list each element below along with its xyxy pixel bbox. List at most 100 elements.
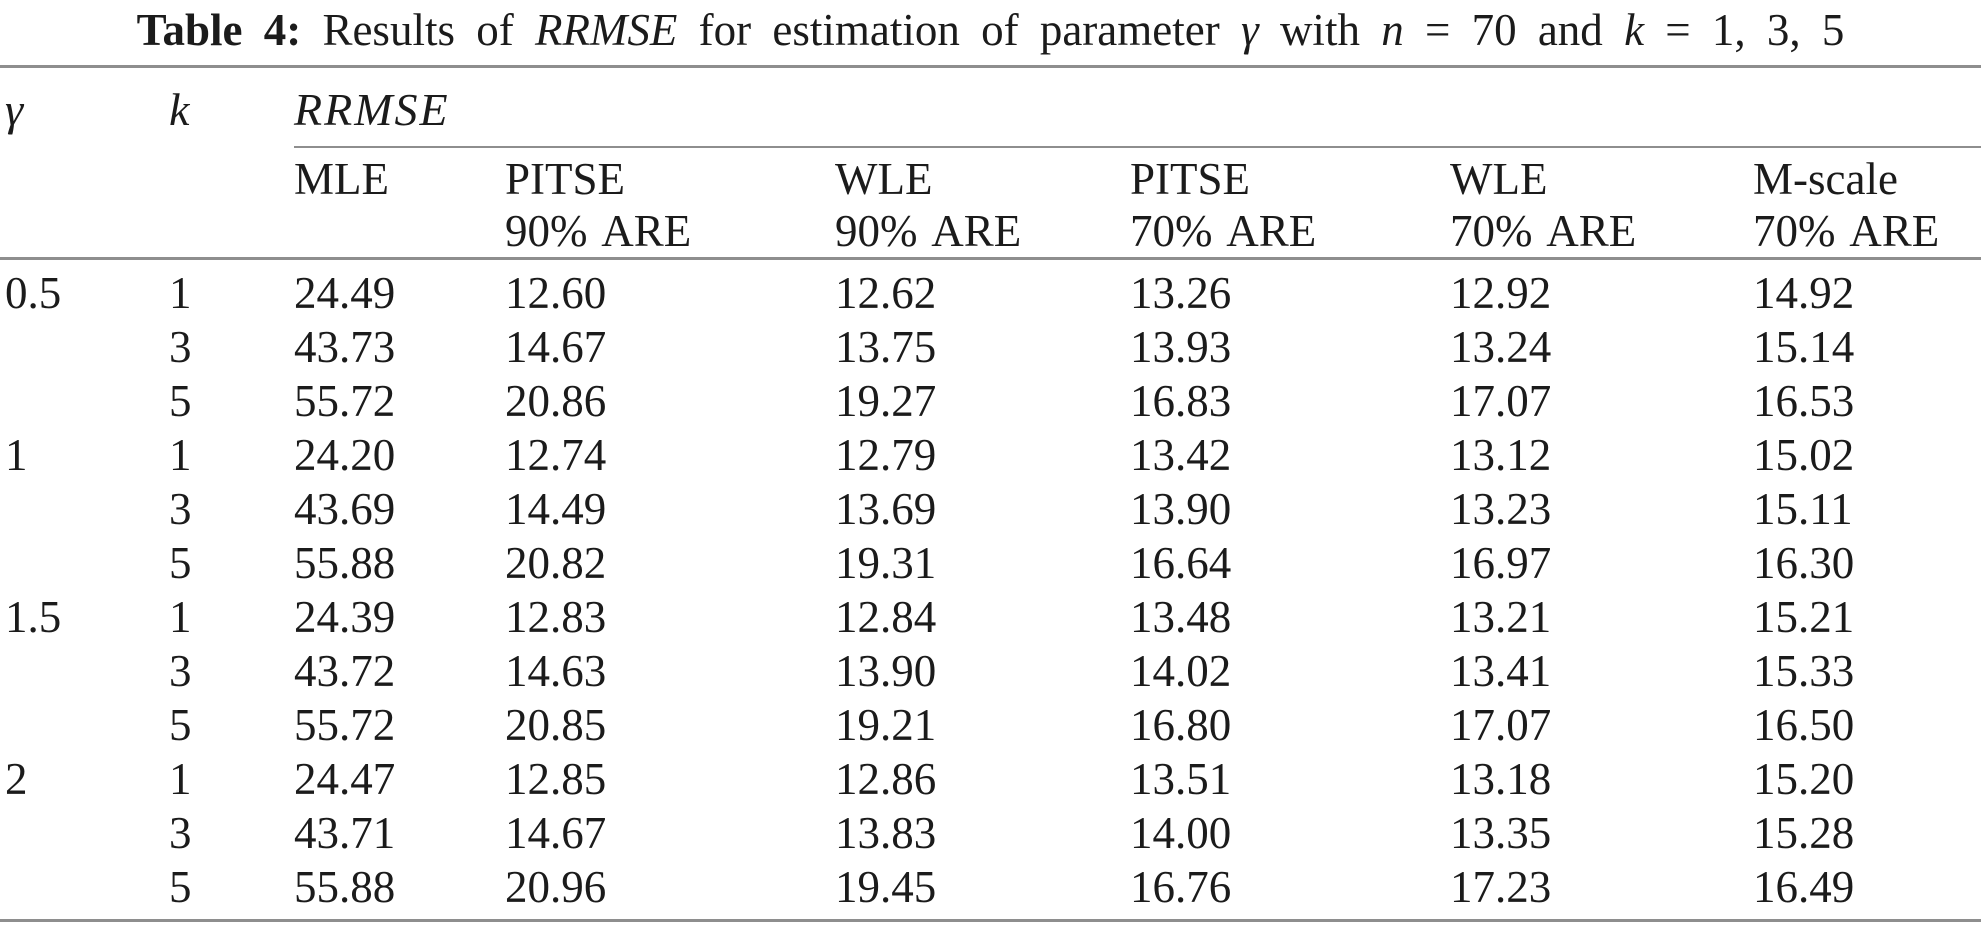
rrmse-wle-70: 13.24	[1450, 322, 1552, 372]
k-value: 5	[169, 538, 192, 588]
k-value: 1	[169, 268, 192, 318]
rrmse-mscale-70: 15.21	[1753, 592, 1855, 642]
rrmse-mscale-70: 16.49	[1753, 862, 1855, 912]
rrmse-mle: 43.69	[294, 484, 396, 534]
gamma-value: 1	[5, 430, 28, 480]
caption-text: = 70 and	[1403, 5, 1625, 55]
rrmse-wle-70: 12.92	[1450, 268, 1552, 318]
rrmse-mle: 43.72	[294, 646, 396, 696]
rrmse-mle: 43.71	[294, 808, 396, 858]
rrmse-wle-90: 19.45	[835, 862, 937, 912]
k-value: 1	[169, 592, 192, 642]
rrmse-mle: 24.49	[294, 268, 396, 318]
rrmse-wle-70: 13.12	[1450, 430, 1552, 480]
results-table-body: 0.5 1 24.49 12.60 12.62 13.26 12.92 14.9…	[0, 260, 1981, 919]
gamma-value	[0, 536, 169, 590]
column-header-line2: 70% ARE	[1130, 206, 1317, 256]
rrmse-wle-70: 13.23	[1450, 484, 1552, 534]
rrmse-pitse-90: 12.83	[505, 592, 607, 642]
gamma-value	[0, 860, 169, 914]
rrmse-group-divider	[294, 146, 1981, 148]
k-value: 1	[169, 430, 192, 480]
k-value: 3	[169, 646, 192, 696]
column-header-line2: 90% ARE	[835, 206, 1022, 256]
rrmse-pitse-90: 20.85	[505, 700, 607, 750]
rrmse-pitse-70: 13.42	[1130, 430, 1232, 480]
table-bottom-rule	[0, 919, 1981, 922]
rrmse-mscale-70: 15.20	[1753, 754, 1855, 804]
caption-text: for estimation of parameter	[677, 5, 1241, 55]
rrmse-mscale-70: 15.11	[1753, 484, 1853, 534]
column-header-mscale-70: M-scale 70% ARE	[1753, 148, 1981, 257]
rrmse-pitse-70: 13.48	[1130, 592, 1232, 642]
gamma-value: 2	[5, 754, 28, 804]
column-header-wle-90: WLE 90% ARE	[835, 148, 1130, 257]
rrmse-pitse-90: 20.96	[505, 862, 607, 912]
rrmse-mle: 55.72	[294, 376, 396, 426]
rrmse-wle-90: 12.79	[835, 430, 937, 480]
rrmse-wle-90: 13.90	[835, 646, 937, 696]
rrmse-pitse-90: 14.67	[505, 808, 607, 858]
rrmse-wle-70: 13.18	[1450, 754, 1552, 804]
k-value: 5	[169, 862, 192, 912]
column-header-k: k	[169, 84, 190, 135]
gamma-value: 1.5	[5, 592, 62, 642]
rrmse-wle-90: 13.69	[835, 484, 937, 534]
rrmse-mscale-70: 14.92	[1753, 268, 1855, 318]
k-value: 5	[169, 376, 192, 426]
rrmse-mscale-70: 15.14	[1753, 322, 1855, 372]
rrmse-pitse-90: 12.60	[505, 268, 607, 318]
column-header-gamma: γ	[5, 84, 24, 135]
caption-k-symbol: k	[1624, 5, 1645, 55]
gamma-value	[0, 806, 169, 860]
rrmse-mscale-70: 15.02	[1753, 430, 1855, 480]
rrmse-mle: 55.88	[294, 538, 396, 588]
rrmse-wle-70: 16.97	[1450, 538, 1552, 588]
gamma-value	[0, 320, 169, 374]
table-header-top: γ k RRMSE	[0, 68, 1981, 146]
rrmse-mscale-70: 16.53	[1753, 376, 1855, 426]
rrmse-wle-90: 19.27	[835, 376, 937, 426]
gamma-value	[0, 698, 169, 752]
rrmse-pitse-70: 13.93	[1130, 322, 1232, 372]
caption-n-symbol: n	[1381, 5, 1404, 55]
gamma-value	[0, 644, 169, 698]
rrmse-wle-70: 17.07	[1450, 376, 1552, 426]
rrmse-wle-90: 13.75	[835, 322, 937, 372]
table-caption: Table 4: Results of RRMSE for estimation…	[0, 0, 1981, 68]
caption-label: Table 4:	[136, 5, 302, 55]
rrmse-pitse-70: 14.00	[1130, 808, 1232, 858]
rrmse-mle: 55.72	[294, 700, 396, 750]
column-header-rrmse-group: RRMSE	[294, 84, 450, 135]
rrmse-pitse-70: 14.02	[1130, 646, 1232, 696]
gamma-value	[0, 374, 169, 428]
rrmse-wle-90: 19.31	[835, 538, 937, 588]
column-header-line1: PITSE	[505, 154, 626, 204]
rrmse-wle-70: 17.23	[1450, 862, 1552, 912]
column-header-line1: M-scale	[1753, 154, 1898, 204]
rrmse-wle-90: 12.62	[835, 268, 937, 318]
rrmse-pitse-70: 13.51	[1130, 754, 1232, 804]
k-value: 3	[169, 322, 192, 372]
column-header-mle: MLE	[294, 148, 505, 257]
gamma-value: 0.5	[5, 268, 62, 318]
rrmse-pitse-70: 16.83	[1130, 376, 1232, 426]
rrmse-mscale-70: 16.50	[1753, 700, 1855, 750]
k-value: 5	[169, 700, 192, 750]
caption-gamma-symbol: γ	[1240, 5, 1259, 55]
rrmse-pitse-90: 12.85	[505, 754, 607, 804]
rrmse-mle: 43.73	[294, 322, 396, 372]
column-header-pitse-90: PITSE 90% ARE	[505, 148, 835, 257]
k-value: 1	[169, 754, 192, 804]
rrmse-wle-90: 12.86	[835, 754, 937, 804]
column-header-line1: MLE	[294, 154, 389, 204]
rrmse-pitse-90: 20.86	[505, 376, 607, 426]
rrmse-mle: 24.39	[294, 592, 396, 642]
caption-text: = 1, 3, 5	[1644, 5, 1845, 55]
rrmse-wle-70: 13.21	[1450, 592, 1552, 642]
header-body-divider	[0, 257, 1981, 260]
rrmse-wle-90: 12.84	[835, 592, 937, 642]
column-header-pitse-70: PITSE 70% ARE	[1130, 148, 1450, 257]
column-header-line1: WLE	[1450, 154, 1548, 204]
rrmse-wle-70: 13.41	[1450, 646, 1552, 696]
